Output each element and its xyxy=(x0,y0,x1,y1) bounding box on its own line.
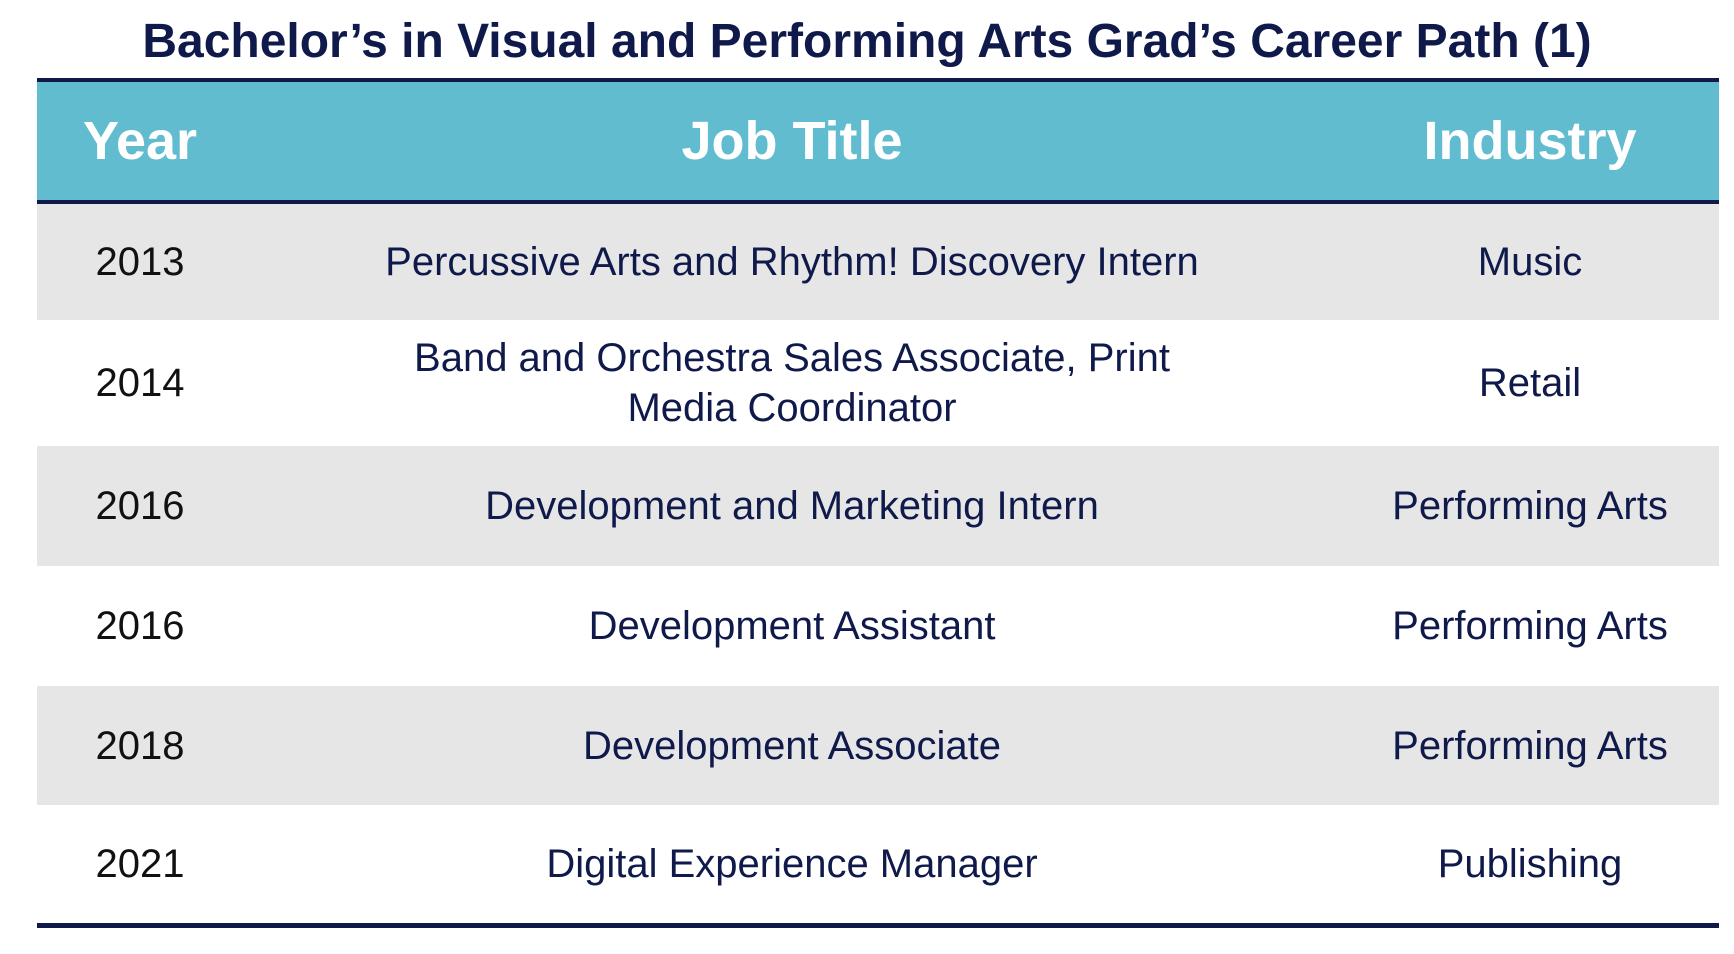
industry-cell: Music xyxy=(1477,240,1583,284)
table-row: 2018 Development Associate Performing Ar… xyxy=(37,686,1719,805)
table-row: 2016 Development and Marketing Intern Pe… xyxy=(37,446,1719,566)
header-job-title: Job Title xyxy=(243,78,1341,204)
table-row: 2014 Band and Orchestra Sales Associate,… xyxy=(37,320,1719,446)
job-title-cell: Development and Marketing Intern xyxy=(485,484,1099,528)
table-row: 2021 Digital Experience Manager Publishi… xyxy=(37,805,1719,928)
career-path-table-container: Year Job Title Industry 2013 Percussive … xyxy=(37,78,1719,928)
job-title-cell: Development Associate xyxy=(582,723,1001,768)
header-row: Year Job Title Industry xyxy=(37,78,1719,204)
job-title-cell: Band and Orchestra Sales Associate, Prin… xyxy=(414,336,1170,430)
year-cell: 2016 xyxy=(95,604,185,648)
year-cell: 2018 xyxy=(95,723,185,768)
header-industry: Industry xyxy=(1341,78,1719,204)
career-path-table: Year Job Title Industry 2013 Percussive … xyxy=(37,78,1719,928)
page-title: Bachelor’s in Visual and Performing Arts… xyxy=(142,15,1592,68)
industry-cell: Retail xyxy=(1478,361,1582,405)
job-title-cell: Digital Experience Manager xyxy=(243,805,1341,928)
industry-cell: Publishing xyxy=(1341,805,1719,928)
table-body: 2013 Percussive Arts and Rhythm! Discove… xyxy=(37,202,1719,928)
industry-cell: Performing Arts xyxy=(1392,723,1668,768)
header-year: Year xyxy=(37,78,243,204)
year-cell: 2021 xyxy=(37,805,243,928)
table-row: 2016 Development Assistant Performing Ar… xyxy=(37,566,1719,686)
table-header: Year Job Title Industry xyxy=(37,78,1719,204)
industry-cell: Performing Arts xyxy=(1392,604,1668,648)
table-row: 2013 Percussive Arts and Rhythm! Discove… xyxy=(37,202,1719,320)
year-cell: 2013 xyxy=(95,240,185,284)
job-title-cell: Development Assistant xyxy=(588,604,996,648)
year-cell: 2014 xyxy=(95,361,185,405)
year-cell: 2016 xyxy=(95,484,185,528)
job-title-cell: Percussive Arts and Rhythm! Discovery In… xyxy=(385,240,1199,284)
industry-cell: Performing Arts xyxy=(1392,484,1668,528)
